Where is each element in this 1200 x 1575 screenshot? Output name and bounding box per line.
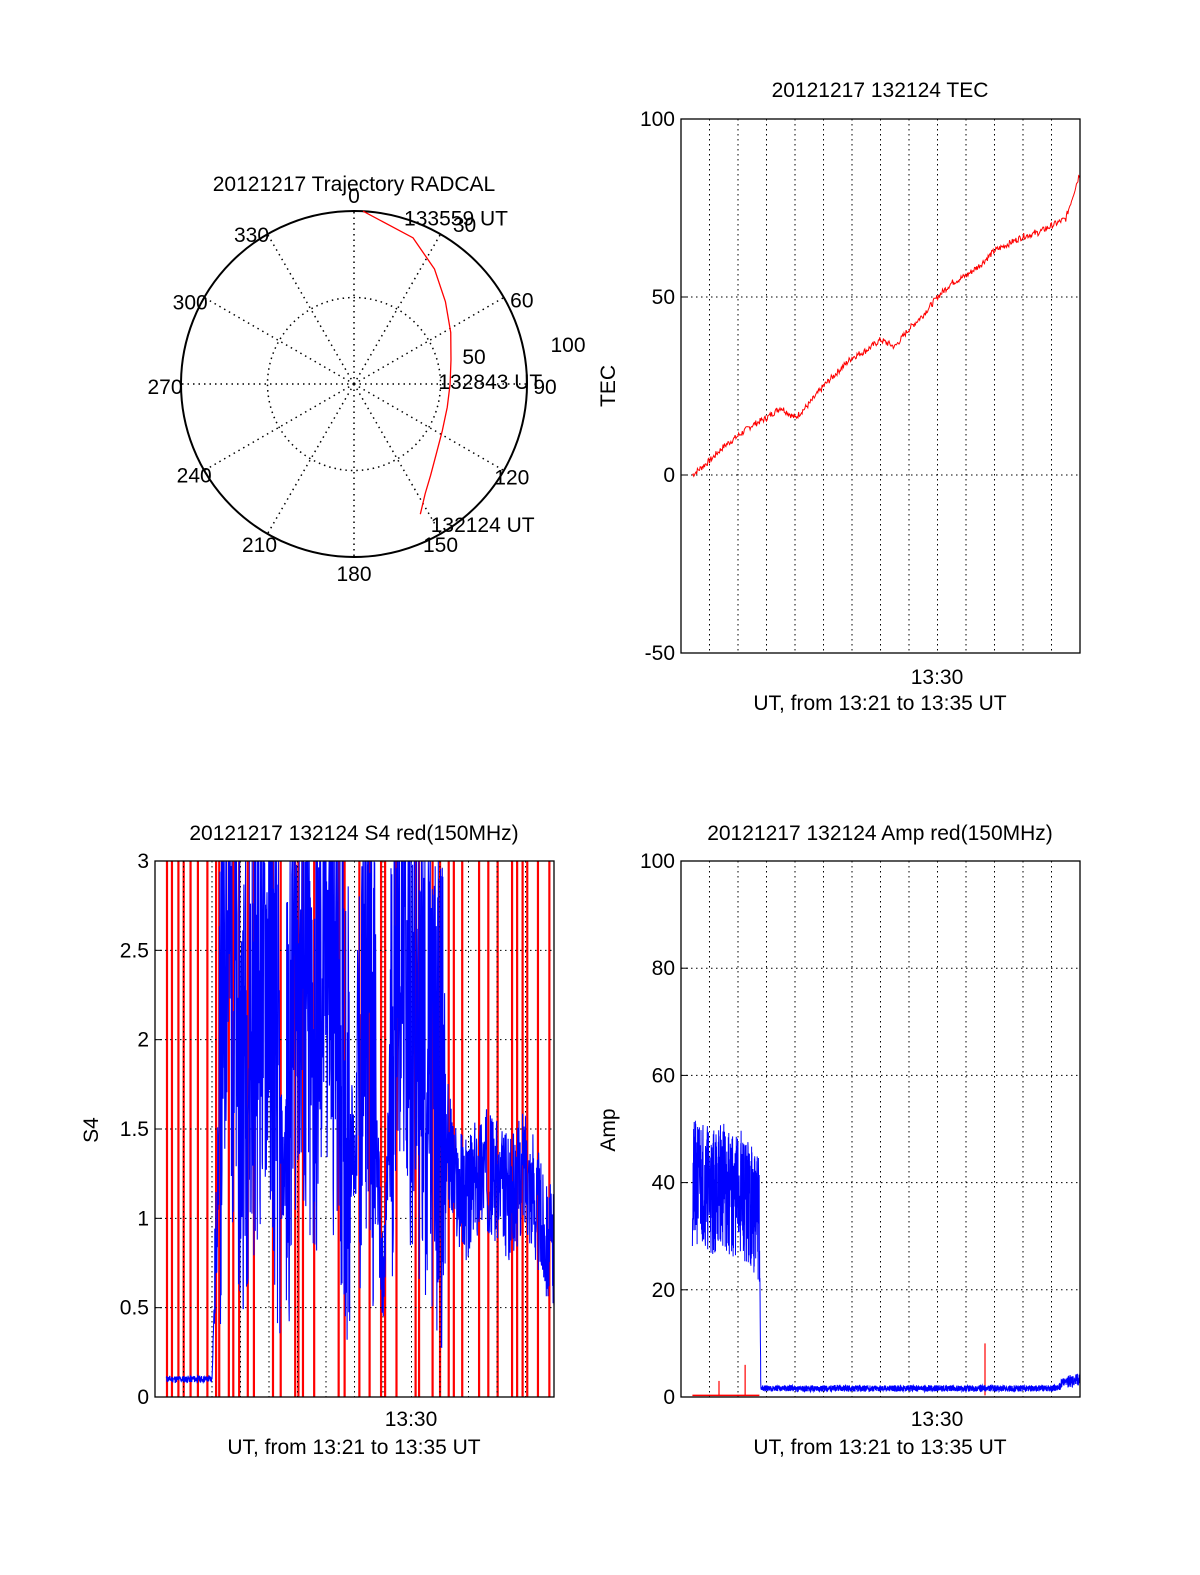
amp-y-label: Amp (597, 1108, 620, 1151)
polar-angle-labels: 0 30 60 90 120 150 180 210 240 270 300 330 (147, 185, 556, 586)
y-tick-label: 60 (652, 1064, 675, 1087)
polar-spoke (353, 296, 505, 385)
polar-title: 20121217 Trajectory RADCAL (213, 173, 496, 196)
trajectory-line (362, 210, 452, 515)
polar-angle-label: 240 (177, 465, 212, 488)
tec-line (691, 174, 1081, 478)
polar-angle-label: 210 (242, 534, 277, 557)
polar-annotation: 133559 UT (404, 208, 508, 231)
polar-mid-circle (266, 296, 442, 472)
s4-series (165, 860, 555, 1384)
tec-y-label: TEC (597, 365, 620, 407)
y-tick-label: 100 (640, 850, 675, 873)
y-tick-label: 80 (652, 957, 675, 980)
s4-x-label: UT, from 13:21 to 13:35 UT (227, 1436, 480, 1459)
tec-y-ticks: 100 50 0 -50 (640, 108, 688, 665)
polar-annotation: 132124 UT (431, 514, 535, 537)
y-tick-label: 3 (137, 850, 149, 873)
polar-radius-label: 50 (462, 346, 485, 369)
polar-angle-label: 0 (348, 185, 360, 208)
polar-grid (180, 210, 528, 558)
polar-annotation: 132843 UT (438, 371, 542, 394)
amp-series (691, 1120, 1081, 1397)
y-tick-label: 0 (663, 464, 675, 487)
amp-grid (681, 861, 1080, 1397)
y-tick-label: 40 (652, 1172, 675, 1195)
polar-spoke (353, 383, 505, 472)
amp-title: 20121217 132124 Amp red(150MHz) (707, 822, 1053, 845)
amp-blue-line (691, 1120, 1081, 1394)
y-tick-label: 2 (137, 1029, 149, 1052)
polar-radius-labels: 50 100 (462, 334, 585, 369)
y-tick-label: 1.5 (120, 1118, 149, 1141)
polar-angle-label: 300 (173, 292, 208, 315)
s4-y-label: S4 (80, 1117, 103, 1143)
amp-panel: 20121217 132124 Amp red(150MHz) 100 80 60 4… (597, 822, 1081, 1459)
tec-panel: 20121217 132124 TEC 100 50 0 -50 13:30 UT, … (597, 79, 1081, 715)
tec-series (691, 174, 1081, 478)
y-tick-label: 1 (137, 1207, 149, 1230)
y-tick-label: 20 (652, 1279, 675, 1302)
polar-spoke (203, 296, 355, 385)
tec-x-tick-label: 13:30 (911, 666, 964, 689)
polar-angle-label: 60 (510, 290, 533, 313)
y-tick-label: 0.5 (120, 1297, 149, 1320)
polar-angle-label: 90 (533, 376, 556, 399)
s4-y-ticks: 3 2.5 2 1.5 1 0.5 0 (120, 850, 162, 1409)
s4-panel: 20121217 132124 S4 red(150MHz) 3 2.5 2 1.5 1… (80, 822, 555, 1459)
amp-frame (680, 860, 1081, 1398)
polar-angle-label: 180 (336, 563, 371, 586)
y-tick-label: 2.5 (120, 939, 149, 962)
polar-angle-label: 120 (494, 467, 529, 490)
tec-grid (681, 119, 1080, 653)
polar-annotations: 133559 UT 132843 UT 132124 UT (404, 208, 542, 537)
tec-x-label: UT, from 13:21 to 13:35 UT (753, 692, 1006, 715)
y-tick-label: 0 (663, 1386, 675, 1409)
amp-y-ticks: 100 80 60 40 20 0 (640, 850, 688, 1409)
polar-angle-label: 30 (453, 214, 476, 237)
polar-spoke (203, 383, 355, 472)
y-tick-label: 0 (137, 1386, 149, 1409)
polar-radius-label: 100 (550, 334, 585, 357)
tec-title: 20121217 132124 TEC (772, 79, 989, 102)
tec-frame (680, 118, 1081, 654)
polar-spoke (353, 383, 442, 535)
polar-angle-label: 150 (423, 534, 458, 557)
polar-spoke (266, 233, 355, 385)
y-tick-label: -50 (645, 642, 675, 665)
polar-spoke (353, 233, 442, 385)
s4-title: 20121217 132124 S4 red(150MHz) (189, 822, 518, 845)
s4-line (165, 860, 555, 1384)
polar-panel: 20121217 Trajectory RADCAL 0 30 60 90 120 150… (147, 173, 585, 586)
polar-angle-label: 270 (147, 376, 182, 399)
amp-x-label: UT, from 13:21 to 13:35 UT (753, 1436, 1006, 1459)
polar-trajectory (362, 210, 452, 515)
y-tick-label: 50 (652, 286, 675, 309)
y-tick-label: 100 (640, 108, 675, 131)
amp-x-tick-label: 13:30 (911, 1408, 964, 1431)
s4-x-tick-label: 13:30 (385, 1408, 438, 1431)
polar-outer-circle (180, 210, 528, 558)
polar-angle-label: 330 (234, 224, 269, 247)
polar-spoke (266, 383, 355, 535)
